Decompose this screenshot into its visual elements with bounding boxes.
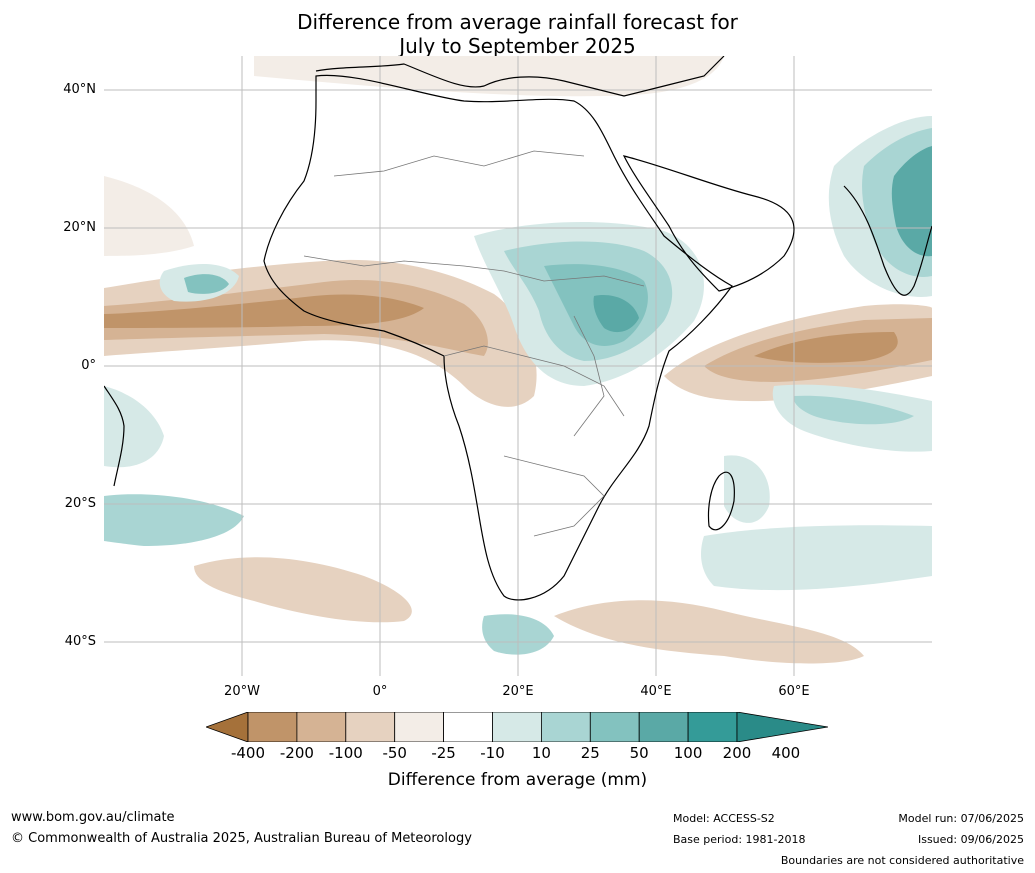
colorbar-segment xyxy=(589,711,640,743)
dry-north-atlantic xyxy=(104,176,194,256)
colorbar-segment xyxy=(296,711,347,743)
colorbar-tick-label: 25 xyxy=(580,744,600,762)
colorbar-segment xyxy=(492,711,542,743)
wet-arabian-sea-core xyxy=(891,146,932,257)
lat-label-20s: 20°S xyxy=(64,496,96,511)
map-canvas xyxy=(104,56,932,676)
india-coastline xyxy=(843,185,932,296)
colorbar-segment xyxy=(687,711,738,743)
madagascar-coastline xyxy=(707,471,735,531)
wet-south-atlantic-west xyxy=(104,386,164,468)
colorbar-tick-label: 100 xyxy=(673,744,703,762)
dry-south-indian xyxy=(554,600,864,664)
colorbar-segment xyxy=(345,711,396,743)
europe-coastline xyxy=(315,56,725,97)
colorbar-tick-label: -400 xyxy=(230,744,266,762)
colorbar-svg xyxy=(204,711,829,743)
title-line-1: Difference from average rainfall forecas… xyxy=(297,10,738,34)
wet-gulf-core xyxy=(184,274,229,294)
border-southern-africa xyxy=(503,455,605,537)
dry-center-west-africa xyxy=(104,294,424,328)
border-north-africa xyxy=(333,150,585,177)
lat-label-40n: 40°N xyxy=(63,82,96,97)
colorbar-tick-label: 50 xyxy=(629,744,649,762)
lat-label-40s: 40°S xyxy=(64,634,96,649)
colorbar-tick-label: -100 xyxy=(328,744,363,762)
lon-label-40e: 40°E xyxy=(640,684,672,699)
lon-label-20e: 20°E xyxy=(502,684,534,699)
footer-model: Model: ACCESS-S2 xyxy=(673,812,775,825)
colorbar-tick-label: 10 xyxy=(531,744,551,762)
border-sahel xyxy=(303,255,645,287)
colorbar-tick-label: -25 xyxy=(431,744,456,762)
colorbar-segment xyxy=(443,711,493,743)
lon-label-20w: 20°W xyxy=(224,684,260,699)
colorbar-extend-high xyxy=(736,711,829,743)
coastlines xyxy=(104,56,932,601)
colorbar-segment xyxy=(394,711,444,743)
footer-model-run: Model run: 07/06/2025 xyxy=(898,812,1024,825)
lon-label-0: 0° xyxy=(372,684,388,699)
footer-issued: Issued: 09/06/2025 xyxy=(917,833,1024,846)
colorbar-tick-label: 400 xyxy=(771,744,801,762)
footer-copyright: © Commonwealth of Australia 2025, Austra… xyxy=(11,831,472,846)
wet-madagascar xyxy=(724,455,770,523)
colorbar-tick-label: 200 xyxy=(722,744,752,762)
colorbar-segment xyxy=(540,711,591,743)
colorbar-extend-low xyxy=(204,711,249,743)
colorbar-tick-label: -50 xyxy=(382,744,407,762)
title-line-2: July to September 2025 xyxy=(399,34,636,58)
lon-label-60e: 60°E xyxy=(778,684,810,699)
dry-anomaly-layer xyxy=(104,56,932,664)
wet-anomaly-layer xyxy=(104,116,932,655)
lat-label-equator: 0° xyxy=(81,358,96,373)
border-east-africa xyxy=(573,315,605,437)
africa-coastline xyxy=(263,74,733,601)
colorbar-segment xyxy=(638,711,689,743)
south-america-coastline xyxy=(104,385,125,487)
wet-east-africa-peak xyxy=(593,295,639,333)
lat-label-20n: 20°N xyxy=(63,220,96,235)
dry-south-atlantic xyxy=(194,557,412,623)
colorbar xyxy=(204,711,829,743)
country-borders xyxy=(303,150,645,537)
colorbar-tick-label: -10 xyxy=(480,744,505,762)
wet-south-atlantic-core xyxy=(104,494,244,546)
chart-title: Difference from average rainfall forecas… xyxy=(0,10,1035,58)
arabian-peninsula-coastline xyxy=(622,155,795,292)
wet-south-indian-band xyxy=(701,525,932,591)
colorbar-tick-label: -200 xyxy=(279,744,314,762)
dry-indian-ocean-center xyxy=(754,332,898,363)
wet-indian-ocean-east-core xyxy=(793,395,914,425)
footer-disclaimer: Boundaries are not considered authoritat… xyxy=(780,854,1024,867)
footer-url[interactable]: www.bom.gov.au/climate xyxy=(11,810,175,825)
graticule xyxy=(104,56,932,676)
border-central-africa xyxy=(443,345,625,417)
forecast-map xyxy=(104,56,932,676)
colorbar-label: Difference from average (mm) xyxy=(387,770,648,790)
footer-base-period: Base period: 1981-2018 xyxy=(673,833,806,846)
colorbar-segment xyxy=(247,711,298,743)
